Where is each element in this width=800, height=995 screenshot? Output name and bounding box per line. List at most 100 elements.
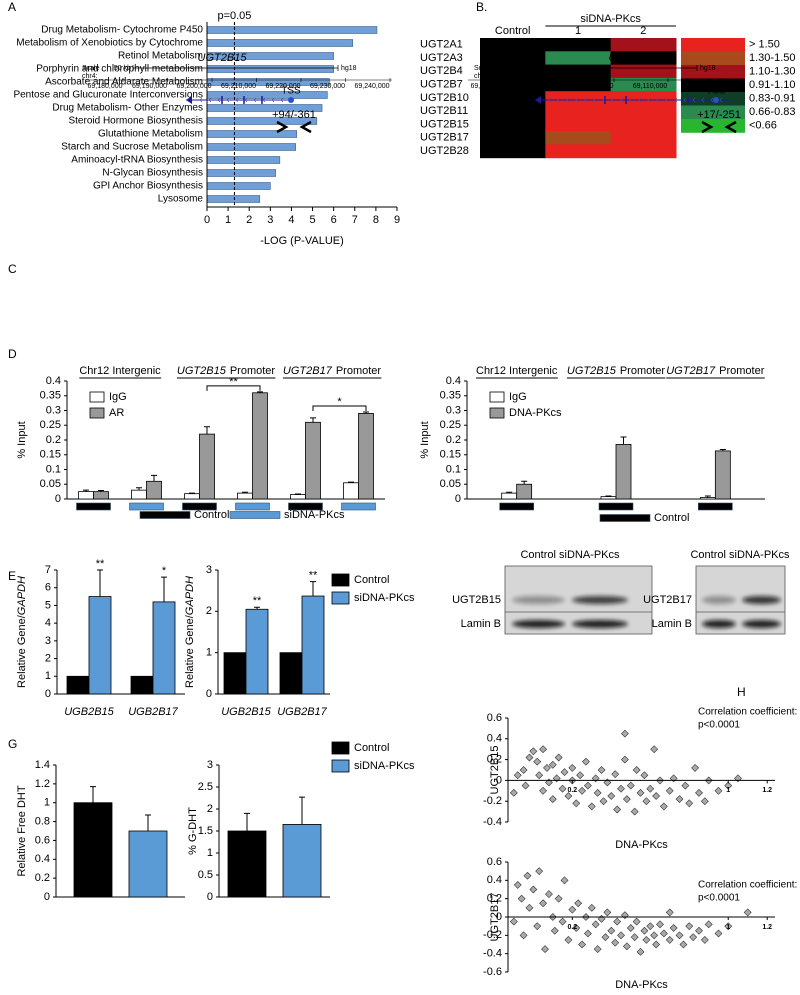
header-text: Promoter bbox=[719, 365, 765, 377]
y-tick-label: 0.2 bbox=[46, 434, 61, 446]
point bbox=[681, 781, 690, 790]
error-bar bbox=[506, 491, 513, 494]
error-bar bbox=[521, 480, 528, 485]
blot-band bbox=[512, 620, 565, 628]
y-tick-label: 0.4 bbox=[35, 853, 50, 865]
annotation: p<0.0001 bbox=[698, 720, 740, 731]
y-tick-label: 3 bbox=[206, 564, 212, 576]
significance-bracket bbox=[312, 405, 367, 411]
y-tick-label: -0.2 bbox=[483, 929, 502, 941]
coordinate: 69,240,000 bbox=[354, 83, 389, 90]
coordinate: 69,080,000 bbox=[470, 83, 505, 90]
point bbox=[646, 784, 655, 793]
heatmap-cell bbox=[545, 91, 612, 105]
bar bbox=[146, 480, 162, 500]
strand-chevron bbox=[566, 97, 570, 103]
column-header: UGT2B15 Promoter bbox=[177, 365, 275, 377]
bar bbox=[78, 491, 94, 500]
error-bar bbox=[145, 814, 151, 831]
group-marker bbox=[341, 502, 376, 511]
blot-header: Control siDNA-PKcs bbox=[520, 549, 620, 561]
error-bar bbox=[83, 489, 89, 492]
y-tick-label: 2 bbox=[207, 803, 213, 815]
point bbox=[533, 757, 542, 766]
y-tick-label: 0.2 bbox=[487, 754, 502, 766]
category-label: Steroid Hormone Biosynthesis bbox=[68, 116, 203, 127]
gene-start bbox=[186, 96, 192, 104]
strand-chevron bbox=[692, 97, 696, 103]
point bbox=[652, 792, 661, 800]
point bbox=[622, 942, 631, 951]
heatmap-cell bbox=[610, 77, 677, 92]
legend-label: AR bbox=[109, 407, 124, 419]
point bbox=[564, 792, 573, 800]
bar bbox=[206, 26, 378, 34]
y-axis-label: % Input bbox=[419, 421, 431, 458]
point bbox=[714, 786, 723, 795]
point bbox=[685, 922, 694, 931]
row-label: UGT2A3 bbox=[420, 52, 463, 64]
legend-label: DNA-PKcs bbox=[509, 407, 562, 419]
bar bbox=[206, 143, 296, 151]
bar bbox=[130, 675, 154, 695]
error-bar bbox=[310, 417, 316, 423]
y-axis-label: UGT2B17 bbox=[489, 893, 501, 942]
group-legend-swatch bbox=[139, 511, 191, 519]
legend-label: > 1.50 bbox=[749, 39, 780, 51]
y-tick-label: 0 bbox=[455, 493, 461, 505]
point bbox=[533, 922, 542, 931]
strand-chevron bbox=[665, 97, 669, 103]
strand-chevron bbox=[280, 97, 284, 103]
significance-label: * bbox=[337, 396, 342, 408]
legend-swatch bbox=[681, 51, 745, 66]
heatmap-cell bbox=[610, 64, 677, 79]
blot-row-label: Lamin B bbox=[652, 618, 692, 630]
heatmap-cell bbox=[545, 38, 612, 52]
point bbox=[568, 763, 577, 772]
point bbox=[554, 894, 563, 903]
y-tick-label: 0.05 bbox=[40, 478, 61, 490]
bar bbox=[343, 482, 359, 500]
panel-label: A bbox=[8, 0, 16, 14]
point bbox=[517, 894, 526, 903]
coordinate: 69,230,000 bbox=[310, 83, 345, 90]
legend-swatch bbox=[331, 591, 350, 605]
point bbox=[593, 945, 602, 954]
heatmap-cell bbox=[480, 131, 546, 145]
point bbox=[724, 922, 733, 931]
group-marker bbox=[129, 502, 164, 511]
bar bbox=[206, 39, 353, 47]
point bbox=[513, 771, 522, 780]
bar bbox=[206, 156, 281, 164]
y-tick-label: -0.4 bbox=[483, 816, 502, 828]
x-tick-label: 5 bbox=[309, 214, 315, 226]
coordinate: 69,200,000 bbox=[176, 83, 211, 90]
x-tick-label: 3 bbox=[267, 214, 273, 226]
x-tick-label: 7 bbox=[352, 214, 358, 226]
bar bbox=[223, 652, 247, 695]
bar bbox=[615, 444, 632, 500]
heatmap-title: siDNA-PKcs bbox=[580, 13, 641, 25]
legend-label: siDNA-PKcs bbox=[354, 760, 415, 772]
category-label: Metabolism of Xenobiotics by Cytochrome bbox=[16, 38, 203, 49]
blot-band bbox=[702, 620, 736, 628]
point bbox=[597, 914, 606, 923]
coordinate: 69,110,000 bbox=[633, 83, 668, 90]
x-tick-label: 1 bbox=[726, 787, 730, 794]
strand-chevron bbox=[719, 97, 723, 103]
scale-label: Scale bbox=[474, 65, 492, 72]
heatmap-cell bbox=[610, 38, 677, 52]
legend-label: siDNA-PKcs bbox=[354, 592, 415, 604]
bar bbox=[152, 601, 176, 695]
bar bbox=[301, 595, 325, 695]
legend-swatch bbox=[681, 38, 745, 52]
legend-label: 0.91-1.10 bbox=[749, 79, 795, 91]
row-label: UGT2B10 bbox=[420, 92, 469, 104]
point bbox=[665, 786, 674, 795]
row-label: UGT2B15 bbox=[420, 118, 469, 130]
y-tick-label: 1.4 bbox=[35, 759, 50, 771]
legend-swatch bbox=[89, 407, 105, 419]
point bbox=[636, 947, 645, 956]
bar bbox=[237, 492, 253, 500]
coordinate: 69,090,000 bbox=[524, 83, 559, 90]
